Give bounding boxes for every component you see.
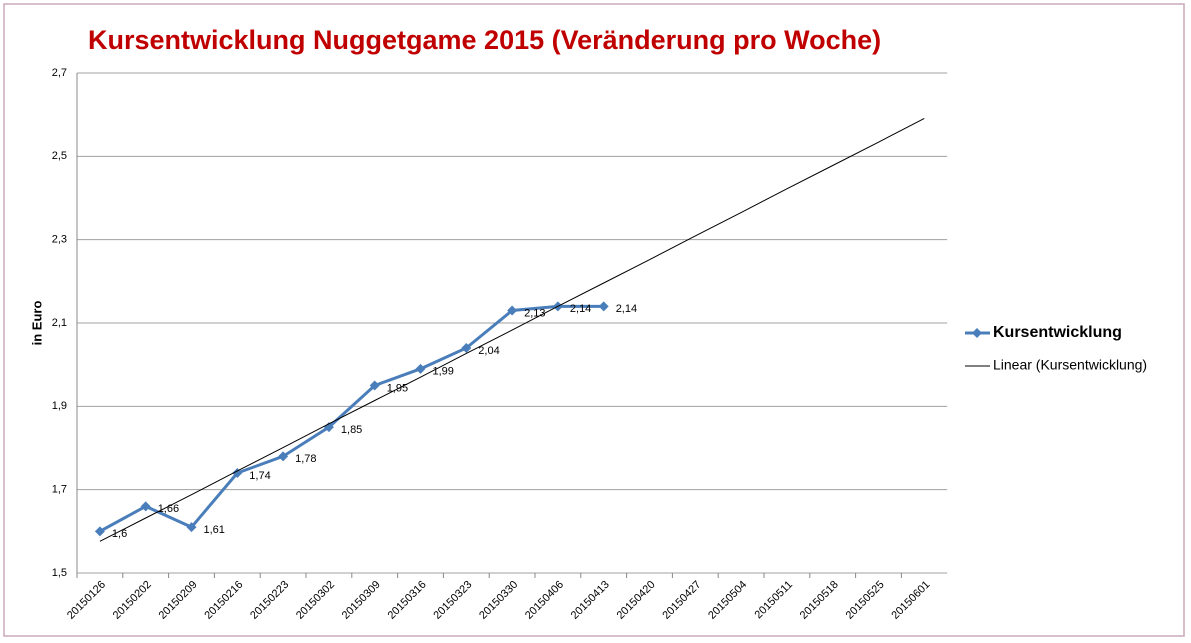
data-label: 2,14 (570, 303, 591, 315)
data-point (186, 522, 197, 533)
data-point (232, 468, 243, 478)
data-label: 1,85 (341, 424, 362, 436)
data-label: 1,6 (112, 528, 127, 540)
y-tick-label: 1,5 (52, 567, 67, 579)
data-point (507, 305, 518, 316)
data-line (99, 304, 604, 533)
legend-label: Kursentwicklung (993, 324, 1122, 341)
y-tick-label: 2,7 (52, 67, 67, 79)
data-point (94, 526, 105, 537)
data-label: 1,66 (158, 503, 179, 515)
y-axis-label: in Euro (29, 301, 44, 346)
trend-line (99, 117, 925, 542)
data-point (415, 363, 426, 374)
legend-label: Linear (Kursentwicklung) (993, 357, 1147, 373)
data-point (140, 501, 151, 512)
data-point (598, 301, 609, 312)
data-label: 2,04 (478, 345, 499, 357)
data-point (369, 380, 380, 391)
legend-swatch (972, 328, 982, 338)
data-label: 2,13 (524, 307, 545, 319)
data-label: 2,14 (616, 303, 637, 315)
data-label: 1,99 (433, 366, 454, 378)
y-tick-label: 1,7 (52, 484, 67, 496)
data-label: 1,78 (295, 453, 316, 465)
chart-title: Kursentwicklung Nuggetgame 2015 (Verände… (88, 25, 881, 55)
data-point (461, 343, 472, 353)
data-point (278, 451, 289, 462)
y-tick-label: 2,1 (52, 317, 67, 329)
y-tick-label: 2,3 (52, 234, 67, 246)
data-label: 1,61 (204, 524, 225, 536)
y-tick-label: 2,5 (52, 150, 67, 162)
y-tick-label: 1,9 (52, 400, 67, 412)
data-label: 1,74 (249, 470, 270, 482)
frame (3, 3, 1185, 637)
